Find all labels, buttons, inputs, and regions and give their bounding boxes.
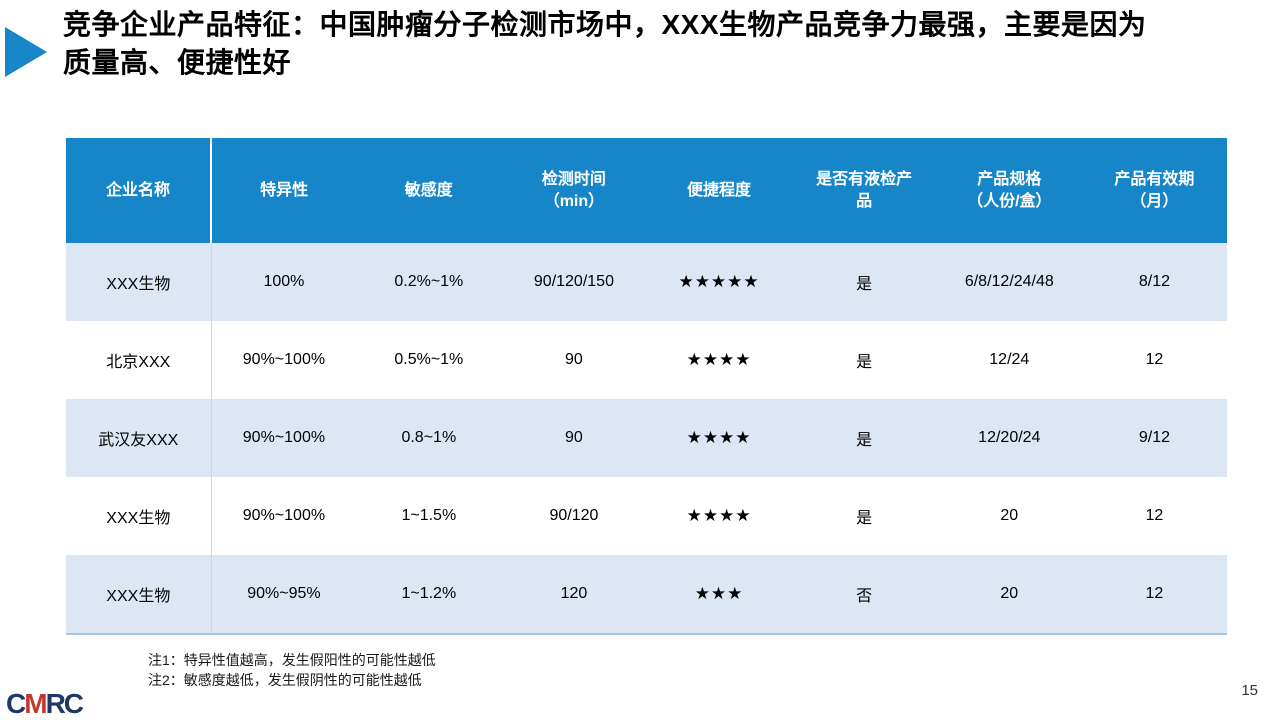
cell-liquid-biopsy: 是	[856, 432, 873, 449]
cell-specificity: 90%~100%	[242, 507, 326, 524]
col-header-company: 企业名称	[66, 138, 213, 243]
cell-liquid-biopsy: 是	[856, 354, 873, 371]
cell-convenience-stars: ★★★	[646, 555, 792, 635]
cell-convenience-stars: ★★★★	[686, 506, 752, 525]
competitor-comparison-table: 企业名称 特异性 敏感度 检测时间 （min） 便捷程度 是否有液检产 品 产品…	[66, 138, 1227, 635]
footnote-1: 注1：特异性值越高，发生假阳性的可能性越低	[148, 652, 436, 668]
cell-convenience-stars: ★★★★	[686, 428, 752, 447]
cell-detection-time: 90	[565, 429, 583, 446]
table-row: XXX生物 100% 0.2%~1% 90/120/150 ★★★★★ 是 6/…	[66, 243, 1227, 321]
col-header-liquid-biopsy: 是否有液检产 品	[791, 138, 937, 243]
cell-company: XXX生物	[66, 477, 212, 555]
cell-specificity: 90%~100%	[242, 351, 326, 368]
cell-specificity: 90%~95%	[211, 555, 357, 635]
table-row: 北京XXX 90%~100% 0.5%~1% 90 ★★★★ 是 12/24 1…	[66, 321, 1227, 399]
cell-product-spec: 12/24	[989, 351, 1030, 368]
col-header-product-spec: 产品规格 （人份/盒）	[936, 138, 1082, 243]
cell-detection-time: 120	[501, 555, 647, 635]
logo-part-rc: RC	[45, 688, 84, 719]
cell-sensitivity: 1~1.5%	[401, 507, 457, 524]
table-row: XXX生物 90%~100% 1~1.5% 90/120 ★★★★ 是 20 1…	[66, 477, 1227, 555]
cell-product-spec: 12/20/24	[978, 429, 1041, 446]
col-header-specificity: 特异性	[211, 138, 357, 243]
cell-product-spec: 20	[1000, 507, 1019, 524]
col-header-detection-time: 检测时间 （min）	[501, 138, 647, 243]
cell-company: XXX生物	[66, 555, 212, 635]
table-row: 武汉友XXX 90%~100% 0.8~1% 90 ★★★★ 是 12/20/2…	[66, 399, 1227, 477]
cmrc-logo: CMRC	[6, 688, 84, 720]
cell-product-spec: 20	[936, 555, 1082, 635]
cell-sensitivity: 0.2%~1%	[394, 273, 464, 290]
col-header-convenience: 便捷程度	[646, 138, 792, 243]
footnote-2: 注2：敏感度越低，发生假阴性的可能性越低	[148, 672, 422, 689]
table-header-row: 企业名称 特异性 敏感度 检测时间 （min） 便捷程度 是否有液检产 品 产品…	[66, 138, 1227, 243]
cell-convenience-stars: ★★★★	[686, 350, 752, 369]
col-header-sensitivity: 敏感度	[356, 138, 502, 243]
cell-detection-time: 90	[565, 351, 583, 368]
cell-specificity: 100%	[263, 273, 305, 290]
cell-convenience-stars: ★★★★★	[678, 272, 760, 291]
table-row: XXX生物 90%~95% 1~1.2% 120 ★★★ 否 20 12	[66, 555, 1227, 635]
cell-validity: 12	[1145, 507, 1164, 524]
title-arrow-icon	[5, 27, 47, 77]
cell-sensitivity: 0.5%~1%	[394, 351, 464, 368]
cell-product-spec: 6/8/12/24/48	[964, 273, 1054, 290]
cell-validity: 9/12	[1138, 429, 1170, 446]
footnotes: 注1：特异性值越高，发生假阳性的可能性越低 注2：敏感度越低，发生假阴性的可能性…	[148, 650, 436, 691]
logo-part-c: C	[6, 688, 26, 719]
cell-liquid-biopsy: 是	[856, 510, 873, 527]
cell-detection-time: 90/120/150	[533, 273, 614, 290]
slide-title: 竞争企业产品特征：中国肿瘤分子检测市场中，XXX生物产品竞争力最强，主要是因为质…	[63, 9, 1147, 79]
cell-validity: 12	[1081, 555, 1227, 635]
page-number: 15	[1241, 682, 1258, 699]
cell-specificity: 90%~100%	[242, 429, 326, 446]
cell-liquid-biopsy: 否	[791, 555, 937, 635]
cell-company: 北京XXX	[66, 321, 212, 399]
col-header-validity: 产品有效期 （月）	[1081, 138, 1227, 243]
logo-part-m: M	[24, 688, 47, 719]
cell-company: XXX生物	[66, 243, 212, 321]
cell-validity: 8/12	[1138, 273, 1170, 290]
cell-sensitivity: 0.8~1%	[401, 429, 457, 446]
cell-validity: 12	[1145, 351, 1164, 368]
cell-sensitivity: 1~1.2%	[356, 555, 502, 635]
cell-liquid-biopsy: 是	[856, 276, 873, 293]
cell-detection-time: 90/120	[549, 507, 599, 524]
cell-company: 武汉友XXX	[66, 399, 212, 477]
